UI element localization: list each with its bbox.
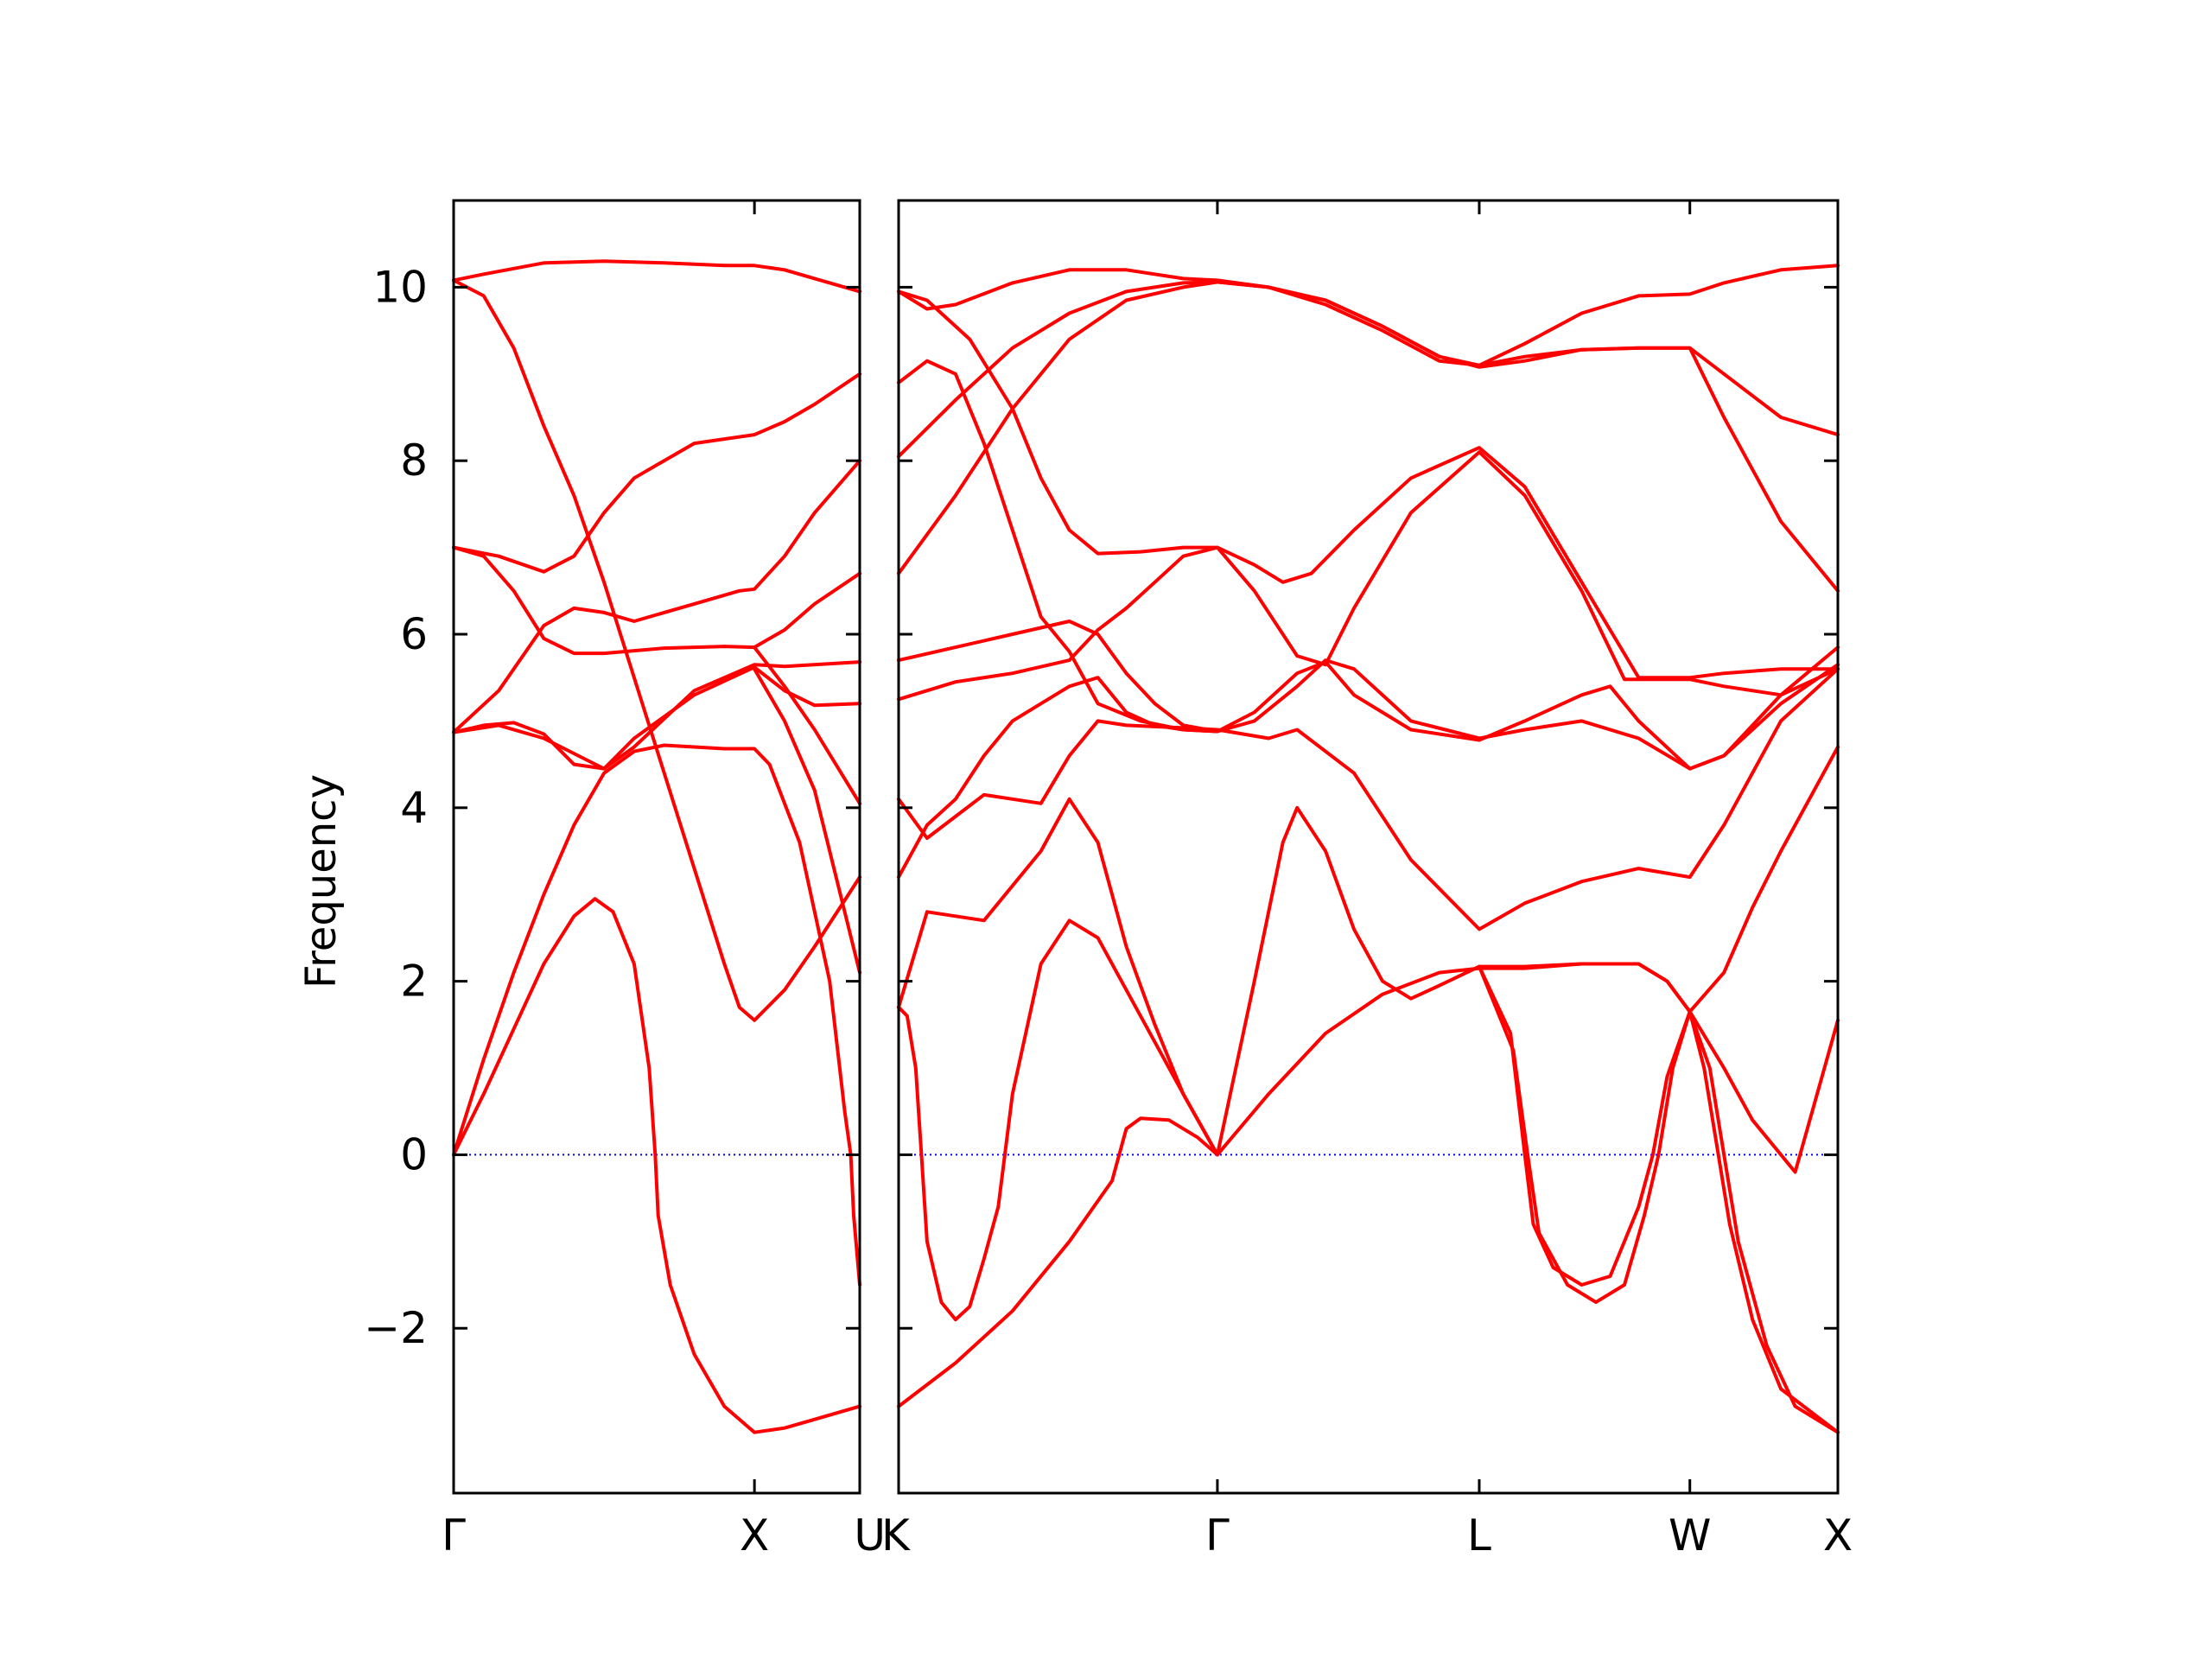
band-line <box>1478 964 1840 1434</box>
y-tick-label: 10 <box>372 262 428 312</box>
x-tick-label: Γ <box>1205 1510 1230 1560</box>
x-tick-label: X <box>740 1510 769 1560</box>
band-line <box>897 667 1840 931</box>
y-axis-label: Frequency <box>297 774 346 988</box>
band-line <box>1478 964 1840 1434</box>
y-tick-label: −2 <box>364 1303 428 1353</box>
band-line <box>452 743 861 1287</box>
band-line <box>452 278 861 1022</box>
y-tick-label: 8 <box>400 435 428 486</box>
band-line <box>897 745 1840 1157</box>
band-line <box>897 962 1840 1408</box>
panel-1: −2 0 2 4 6 8 10 Γ X U <box>364 199 886 1560</box>
y-tick-label: 4 <box>400 783 428 833</box>
band-line <box>452 660 861 771</box>
band-line <box>452 459 861 734</box>
band-line <box>897 280 1840 459</box>
plot-frame <box>452 199 861 1495</box>
band-line <box>897 450 1840 702</box>
x-tick-label: X <box>1823 1510 1853 1560</box>
y-tick-label: 0 <box>400 1129 428 1179</box>
band-line <box>897 620 1840 771</box>
plot-frame <box>897 199 1840 1495</box>
band-line <box>897 280 1840 593</box>
band-line <box>753 645 861 805</box>
x-tick-label: K <box>881 1510 911 1560</box>
band-line <box>452 545 861 656</box>
band-line <box>452 372 861 574</box>
band-line <box>897 359 1840 771</box>
y-tick-label: 6 <box>400 609 428 659</box>
band-line <box>452 897 861 1434</box>
band-line <box>897 918 1219 1322</box>
x-tick-label: L <box>1467 1510 1491 1560</box>
y-tick-label: 2 <box>400 957 428 1007</box>
x-tick-label: Γ <box>442 1510 466 1560</box>
band-line <box>897 289 1840 680</box>
x-tick-label: W <box>1669 1510 1711 1560</box>
band-line <box>452 259 861 294</box>
panels: −2 0 2 4 6 8 10 Γ X UK Γ L W X <box>364 199 1853 1560</box>
x-tick-label: U <box>854 1510 886 1560</box>
band-line <box>897 264 1840 367</box>
band-line <box>897 676 1219 880</box>
band-line <box>753 667 861 975</box>
